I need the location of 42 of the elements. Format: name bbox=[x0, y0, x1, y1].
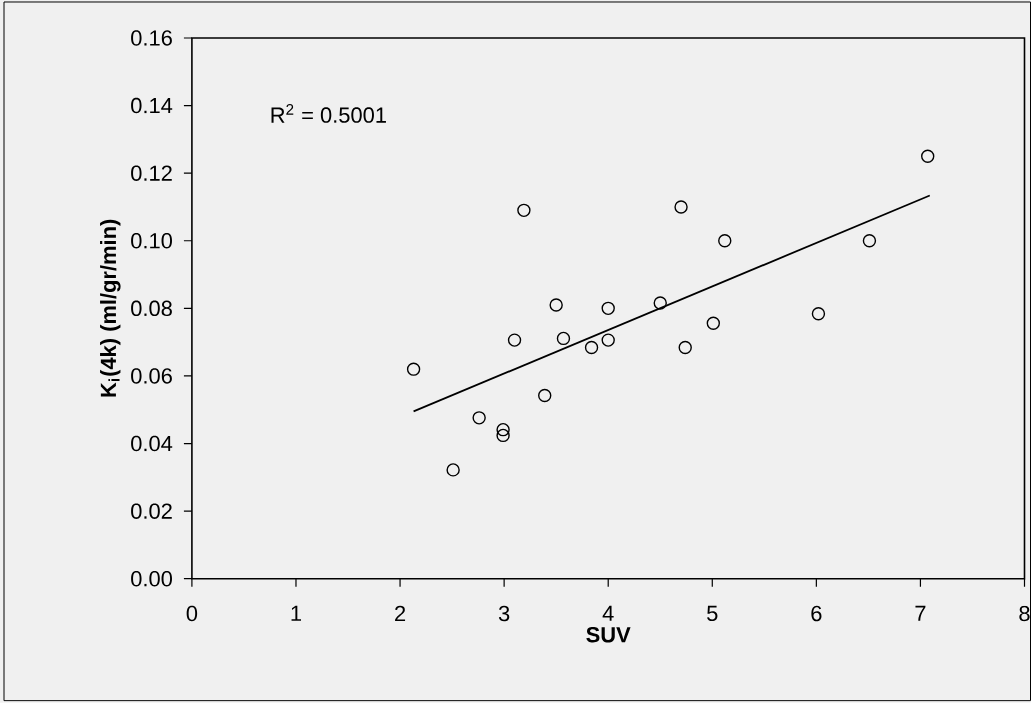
x-tick-label: 7 bbox=[915, 605, 926, 621]
point bbox=[496, 428, 510, 443]
point bbox=[921, 149, 935, 164]
point bbox=[706, 316, 721, 331]
point bbox=[718, 234, 732, 248]
point bbox=[674, 200, 688, 214]
y-tick-label: 0.10 bbox=[131, 233, 172, 249]
point bbox=[678, 341, 692, 355]
point bbox=[549, 298, 563, 312]
point bbox=[653, 296, 667, 310]
point bbox=[406, 362, 421, 377]
y-tick-label: 0.02 bbox=[131, 503, 172, 520]
x-tick-label: 3 bbox=[498, 605, 510, 622]
point bbox=[584, 341, 599, 355]
x-axis-title: SUV bbox=[586, 627, 631, 643]
x-tick-label: 8 bbox=[1019, 605, 1030, 622]
y-tick-label: 0.00 bbox=[131, 571, 172, 587]
x-tick-label: 1 bbox=[291, 605, 302, 621]
y-tick-label: 0.06 bbox=[131, 368, 172, 384]
y-tick-label: 0.08 bbox=[131, 300, 172, 317]
y-tick-label: 0.14 bbox=[131, 98, 173, 114]
point bbox=[507, 333, 522, 347]
y-tick-label: 0.16 bbox=[131, 30, 172, 46]
point bbox=[601, 301, 615, 316]
point bbox=[446, 463, 460, 477]
point bbox=[472, 411, 486, 425]
point bbox=[601, 333, 615, 347]
x-tick-label: 4 bbox=[602, 605, 614, 621]
point bbox=[538, 389, 552, 403]
point bbox=[811, 307, 826, 321]
annotation: R$^{2}$ = 0.5001 bbox=[271, 104, 386, 124]
x-tick-label: 0 bbox=[186, 605, 198, 622]
point bbox=[556, 331, 571, 346]
x-tick-label: 5 bbox=[707, 605, 718, 622]
point bbox=[496, 423, 510, 437]
x-tick-label: 2 bbox=[395, 605, 406, 622]
point bbox=[862, 234, 877, 248]
y-tick-label: 0.04 bbox=[131, 435, 173, 452]
y-tick-label: 0.12 bbox=[131, 165, 172, 182]
point bbox=[517, 203, 531, 218]
x-tick-label: 6 bbox=[811, 605, 822, 622]
text: K$_{i}$(4k) (ml/gr/min) bbox=[100, 219, 121, 397]
